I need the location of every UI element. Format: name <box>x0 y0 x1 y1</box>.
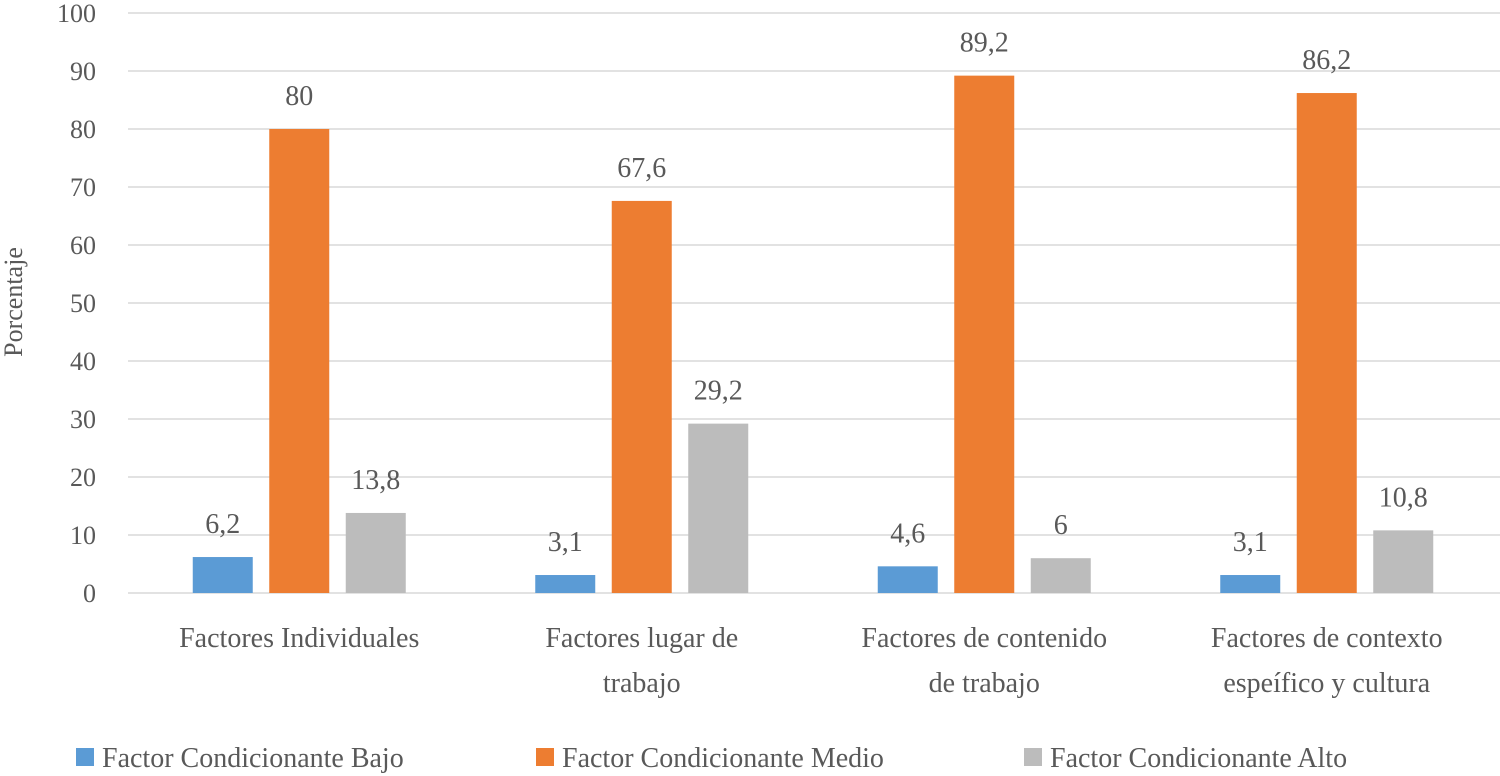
bar-1-4 <box>1220 575 1281 593</box>
bar-1-3 <box>877 566 938 593</box>
y-tick-label: 70 <box>70 173 96 202</box>
legend-label: Factor Condicionante Medio <box>562 743 884 774</box>
bar-1-2 <box>535 575 596 593</box>
data-label: 13,8 <box>351 465 400 496</box>
legend-label: Factor Condicionante Bajo <box>102 743 404 774</box>
bars <box>192 75 1434 594</box>
y-tick-label: 60 <box>70 231 96 260</box>
y-tick-label: 90 <box>70 57 96 86</box>
legend-swatch <box>1024 748 1042 766</box>
y-tick-label: 80 <box>70 115 96 144</box>
y-tick-label: 20 <box>70 463 96 492</box>
bar-2-1 <box>269 129 330 593</box>
gridlines <box>128 12 1500 594</box>
category-label: Factores Individuales <box>179 623 419 654</box>
data-label: 3,1 <box>1233 527 1268 558</box>
category-labels: Factores Individuales Factores lugar de tr… <box>179 623 1442 699</box>
data-label: 6 <box>1054 510 1068 541</box>
data-label: 80 <box>285 81 313 112</box>
y-tick-label: 10 <box>70 521 96 550</box>
y-tick-label: 0 <box>83 579 96 608</box>
y-tick-label: 50 <box>70 289 96 318</box>
category-label: Factores de contenido <box>861 623 1107 654</box>
bar-2-4 <box>1296 93 1357 593</box>
data-label: 67,6 <box>617 153 666 184</box>
data-label: 3,1 <box>548 527 583 558</box>
category-label: Factores lugar de <box>545 623 738 654</box>
bar-3-3 <box>1030 558 1091 593</box>
y-tick-label: 30 <box>70 405 96 434</box>
bar-3-1 <box>345 512 406 593</box>
legend-item: Factor Condicionante Alto <box>1024 743 1347 774</box>
y-tick-label: 40 <box>70 347 96 376</box>
data-label: 10,8 <box>1379 482 1428 513</box>
legend-item: Factor Condicionante Bajo <box>76 743 404 774</box>
legend-swatch <box>536 748 554 766</box>
bar-2-2 <box>611 200 672 594</box>
legend-swatch <box>76 748 94 766</box>
data-label: 6,2 <box>205 509 240 540</box>
data-label: 89,2 <box>960 28 1009 59</box>
y-axis-ticks: 0 10 20 30 40 50 60 70 80 90 100 <box>57 0 96 608</box>
y-axis-title: Porcentaje <box>0 247 28 357</box>
bar-2-3 <box>954 75 1015 593</box>
legend: Factor Condicionante Bajo Factor Condicio… <box>76 743 1347 774</box>
data-label: 4,6 <box>890 518 925 549</box>
bar-3-4 <box>1373 530 1434 593</box>
category-label: Factores de contexto <box>1211 623 1443 654</box>
legend-label: Factor Condicionante Alto <box>1050 743 1347 774</box>
legend-item: Factor Condicionante Medio <box>536 743 884 774</box>
data-labels: 6,2 80 13,8 3,1 67,6 29,2 4,6 89,2 6 3,1 86,2 10,8 <box>205 28 1428 558</box>
data-label: 29,2 <box>694 376 743 407</box>
category-label: trabajo <box>603 668 681 699</box>
bar-3-2 <box>688 423 749 593</box>
category-label: espeífico y cultura <box>1223 668 1430 699</box>
y-tick-label: 100 <box>57 0 96 28</box>
category-label: de trabajo <box>929 668 1040 699</box>
data-label: 86,2 <box>1302 45 1351 76</box>
bar-1-1 <box>192 557 253 593</box>
